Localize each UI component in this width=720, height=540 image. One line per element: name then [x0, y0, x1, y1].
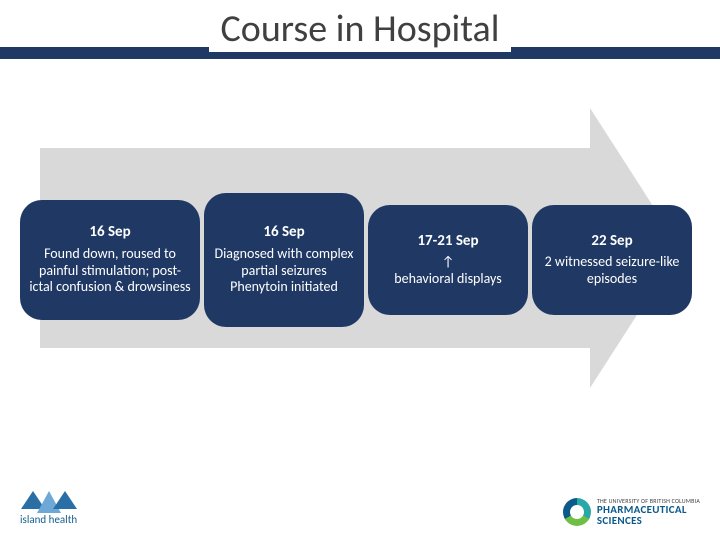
timeline-node-date: 16 Sep: [263, 224, 304, 242]
footer: island health THE UNIVERSITY OF BRITISH …: [20, 480, 700, 526]
timeline-node-date: 17-21 Sep: [417, 233, 478, 251]
timeline-node: 16 Sep Found down, roused to painful stim…: [20, 200, 200, 320]
page-title-text: Course in Hospital: [209, 6, 512, 52]
timeline-node: 17-21 Sep ↑ behavioral displays: [368, 205, 528, 315]
mountain-peak-icon: [53, 491, 77, 509]
page-title: Course in Hospital: [0, 6, 720, 52]
island-health-label: island health: [20, 513, 77, 526]
timeline-node-date: 22 Sep: [591, 233, 632, 251]
mountain-icon: [21, 491, 77, 513]
timeline-node: 22 Sep 2 witnessed seizure-like episodes: [532, 205, 692, 315]
ubc-pharm-text: THE UNIVERSITY OF BRITISH COLUMBIA PHARM…: [597, 498, 700, 526]
timeline-node-body: Found down, roused to painful stimulatio…: [28, 246, 192, 296]
island-health-logo: island health: [20, 491, 77, 526]
ubc-pharm-logo: THE UNIVERSITY OF BRITISH COLUMBIA PHARM…: [563, 498, 700, 526]
swirl-icon: [563, 498, 591, 526]
ubc-line2b: SCIENCES: [597, 515, 700, 526]
timeline-node-body: ↑ behavioral displays: [394, 254, 502, 287]
timeline-node-date: 16 Sep: [89, 224, 130, 242]
timeline-node-body: 2 witnessed seizure-like episodes: [540, 254, 684, 287]
timeline-nodes: 16 Sep Found down, roused to painful stim…: [20, 190, 700, 330]
timeline-node-body: Diagnosed with complex partial seizures …: [212, 246, 356, 296]
timeline-node: 16 Sep Diagnosed with complex partial sei…: [204, 193, 364, 327]
